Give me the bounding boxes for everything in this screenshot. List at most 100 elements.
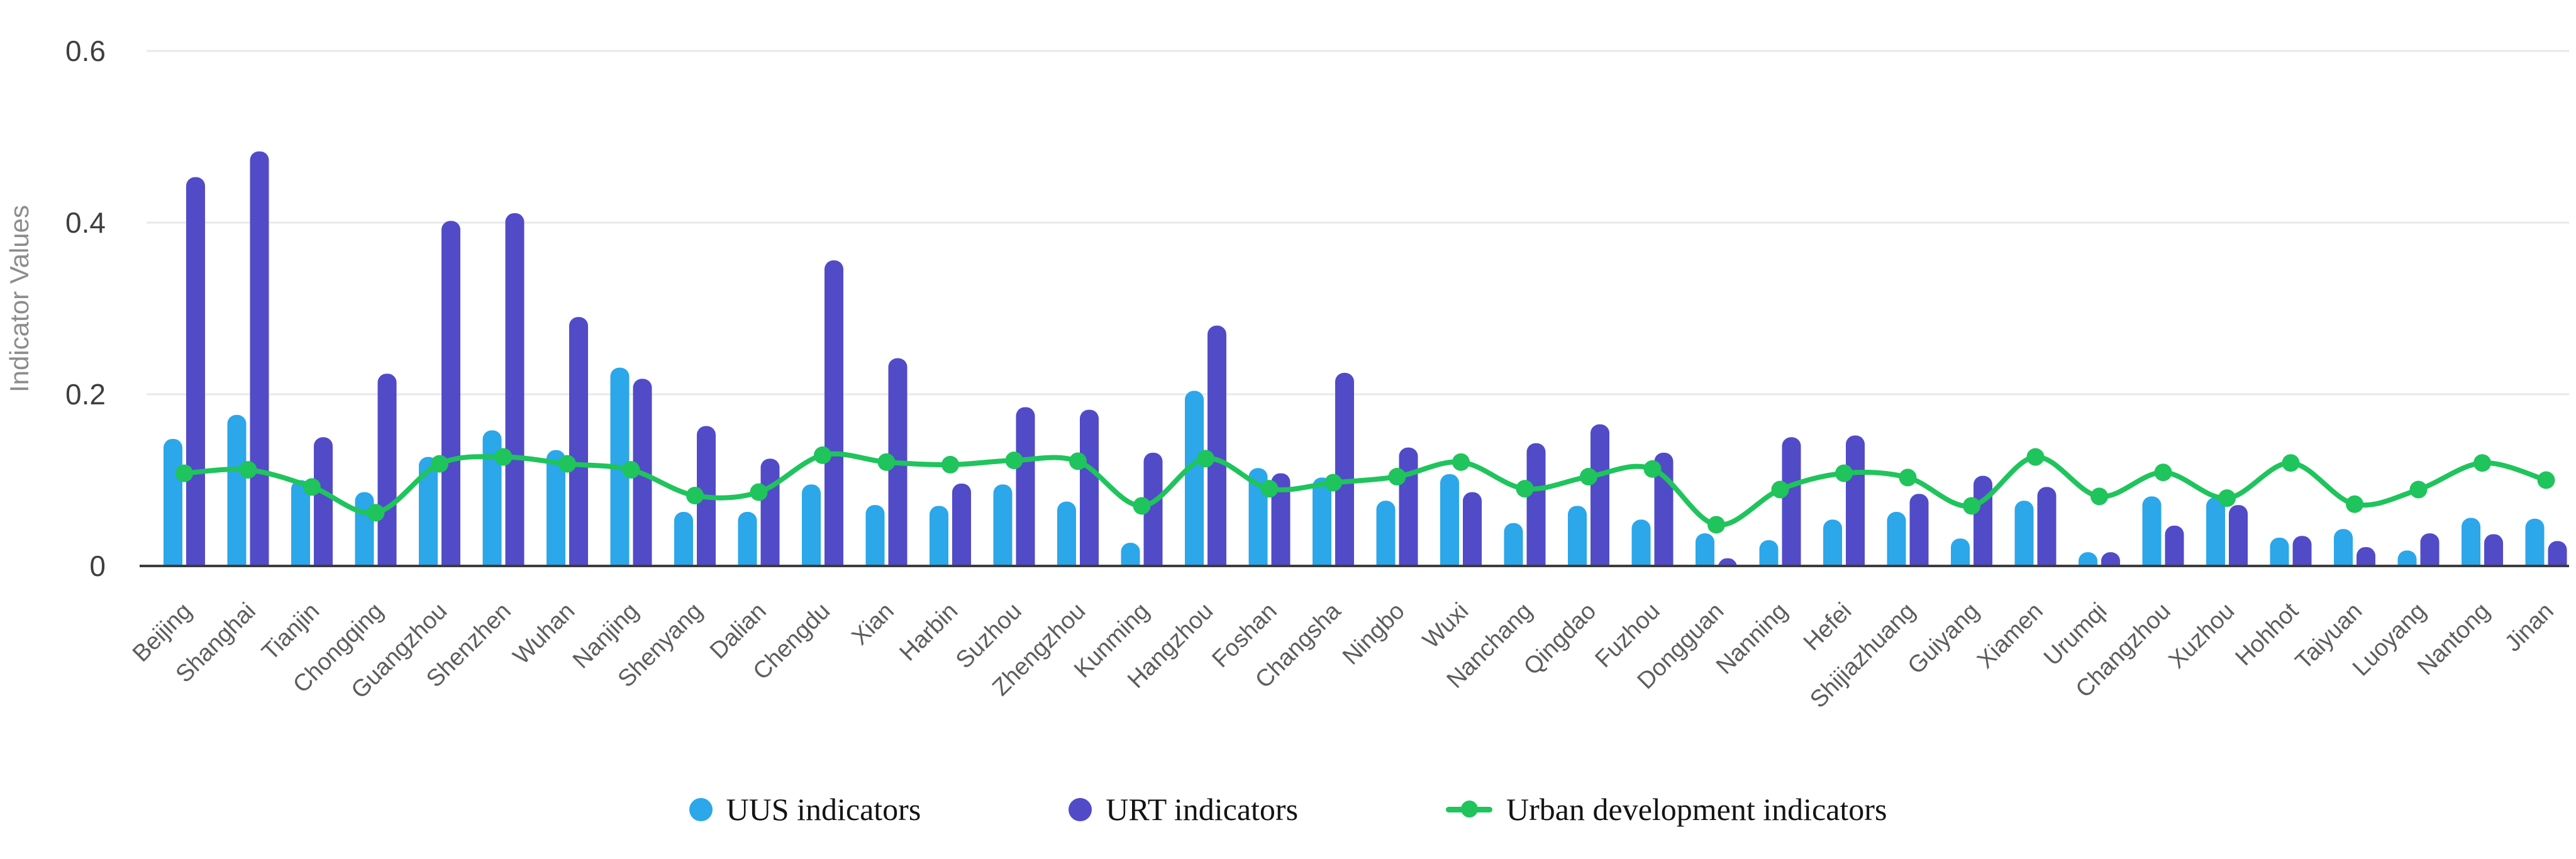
urt-bar-Hefei <box>1846 435 1865 566</box>
uus-bar-Urumqi <box>2079 552 2097 566</box>
urban-development-point-Urumqi <box>2090 487 2108 506</box>
urban-development-point-Tianjin <box>303 478 321 496</box>
uus-bar-Beijing <box>164 438 182 566</box>
legend: UUS indicators URT indicators Urban deve… <box>0 791 2576 828</box>
uus-bar-Kunming <box>1121 543 1140 566</box>
x-label-Hefei: Hefei <box>1799 598 1857 656</box>
uus-bar-Hangzhou <box>1185 391 1204 566</box>
legend-item-uus[interactable]: UUS indicators <box>689 791 921 828</box>
urban-development-point-Hangzhou <box>1197 450 1214 468</box>
uus-bar-Changsha <box>1313 477 1331 566</box>
uus-bar-Dongguan <box>1696 533 1714 566</box>
uus-bar-Chengdu <box>802 484 821 566</box>
urban-development-point-Hohhot <box>2282 454 2300 472</box>
uus-legend-dot-icon <box>689 797 713 821</box>
urt-bar-Hangzhou <box>1208 325 1226 566</box>
urt-bar-Kunming <box>1143 452 1163 566</box>
urt-bar-Dongguan <box>1718 558 1737 566</box>
uus-bar-Nanchang <box>1504 523 1523 566</box>
x-label-Wuxi: Wuxi <box>1418 598 1474 654</box>
urt-bar-Nanning <box>1782 437 1801 566</box>
urt-bar-Beijing <box>186 177 205 566</box>
urt-bar-Tianjin <box>314 437 333 566</box>
x-label-Xiamen: Xiamen <box>1972 598 2048 674</box>
y-tick-label-0.2: 0.2 <box>65 378 106 411</box>
uus-bar-Nanning <box>1759 540 1779 566</box>
x-label-Jinan: Jinan <box>2500 598 2559 657</box>
x-label-Nanning: Nanning <box>1711 598 1793 680</box>
y-tick-label-0.6: 0.6 <box>65 35 106 67</box>
urban-development-point-Nantong <box>2473 454 2491 472</box>
urban-development-point-Jinan <box>2537 471 2555 489</box>
urban-development-point-Changzhou <box>2154 463 2172 482</box>
urban-development-point-Wuhan <box>558 455 576 473</box>
urban-development-point-Suzhou <box>1005 452 1023 470</box>
x-label-Xuzhou: Xuzhou <box>2164 598 2240 674</box>
urban-development-point-Chengdu <box>814 446 831 464</box>
urban-development-point-Guangzhou <box>431 455 448 473</box>
x-label-Guiyang: Guiyang <box>1903 598 1985 680</box>
y-tick-label-0: 0 <box>89 550 106 582</box>
urban-development-point-Foshan <box>1260 480 1279 498</box>
urt-bar-Wuxi <box>1463 492 1482 566</box>
urban-development-point-Shenzhen <box>494 448 513 466</box>
urban-development-point-Hefei <box>1835 464 1853 482</box>
urt-bar-Urumqi <box>2101 552 2120 566</box>
urt-bar-Chengdu <box>824 260 843 566</box>
urban-development-point-Kunming <box>1133 497 1151 515</box>
legend-label-urt: URT indicators <box>1106 792 1299 827</box>
uus-bar-Dalian <box>738 512 757 566</box>
urban-development-point-Chongqing <box>367 504 385 522</box>
urt-bar-Wuhan <box>569 317 588 566</box>
uus-bar-Fuzhou <box>1631 519 1651 566</box>
legend-item-urt[interactable]: URT indicators <box>1069 791 1298 828</box>
urt-bar-Hohhot <box>2292 536 2312 566</box>
urban-development-point-Dongguan <box>1707 516 1725 534</box>
urban-development-point-Zhengzhou <box>1069 452 1087 470</box>
urban-development-point-Xian <box>877 453 896 471</box>
urban-development-point-Xiamen <box>2026 448 2045 466</box>
uus-bar-Shenzhen <box>482 430 502 566</box>
urban-development-point-Beijing <box>175 464 193 482</box>
uus-bar-Guiyang <box>1951 538 1970 566</box>
urban-development-point-Nanjing <box>622 461 640 479</box>
y-tick-label-0.4: 0.4 <box>65 206 106 239</box>
urban-development-point-Qingdao <box>1580 468 1597 486</box>
uus-bar-Tianjin <box>291 480 310 566</box>
urban-development-point-Shenyang <box>686 487 704 505</box>
urban-development-point-Harbin <box>941 455 959 474</box>
x-label-Wuhan: Wuhan <box>508 598 580 670</box>
legend-item-urban-development[interactable]: Urban development indicators <box>1446 791 1887 828</box>
urt-bar-Taiyuan <box>2357 546 2375 566</box>
uus-bar-Zhengzhou <box>1057 501 1076 566</box>
uus-bar-Guangzhou <box>419 457 438 566</box>
urban-development-point-Wuxi <box>1452 453 1470 471</box>
urban-development-point-Fuzhou <box>1643 460 1662 478</box>
uus-bar-Shenyang <box>674 512 693 566</box>
x-label-Ningbo: Ningbo <box>1338 598 1410 670</box>
urban-development-point-Xuzhou <box>2218 489 2236 507</box>
urt-bar-Suzhou <box>1016 407 1035 566</box>
urban-development-point-Shijiazhuang <box>1899 468 1917 487</box>
urt-bar-Chongqing <box>377 374 397 566</box>
uus-bar-Suzhou <box>993 484 1013 566</box>
urban-development-point-Luoyang <box>2409 480 2428 499</box>
urt-legend-dot-icon <box>1069 797 1092 821</box>
uus-bar-Xuzhou <box>2206 497 2225 566</box>
urban-development-point-Nanning <box>1771 480 1789 499</box>
legend-label-uus: UUS indicators <box>726 792 921 827</box>
urt-bar-Ningbo <box>1399 447 1418 566</box>
urban-development-point-Shanghai <box>239 461 257 479</box>
urban-development-point-Changsha <box>1324 474 1342 492</box>
urt-bar-Harbin <box>952 483 971 566</box>
urt-bar-Shanghai <box>250 151 269 566</box>
urt-bar-Nanchang <box>1526 443 1546 566</box>
urban-development-point-Guiyang <box>1963 497 1980 515</box>
urban-development-legend-marker-icon <box>1446 797 1493 822</box>
uus-bar-Hefei <box>1823 519 1842 566</box>
uus-bar-Shijiazhuang <box>1887 512 1906 566</box>
urban-development-point-Nanchang <box>1516 480 1534 498</box>
urt-bar-Shijiazhuang <box>1909 494 1929 566</box>
